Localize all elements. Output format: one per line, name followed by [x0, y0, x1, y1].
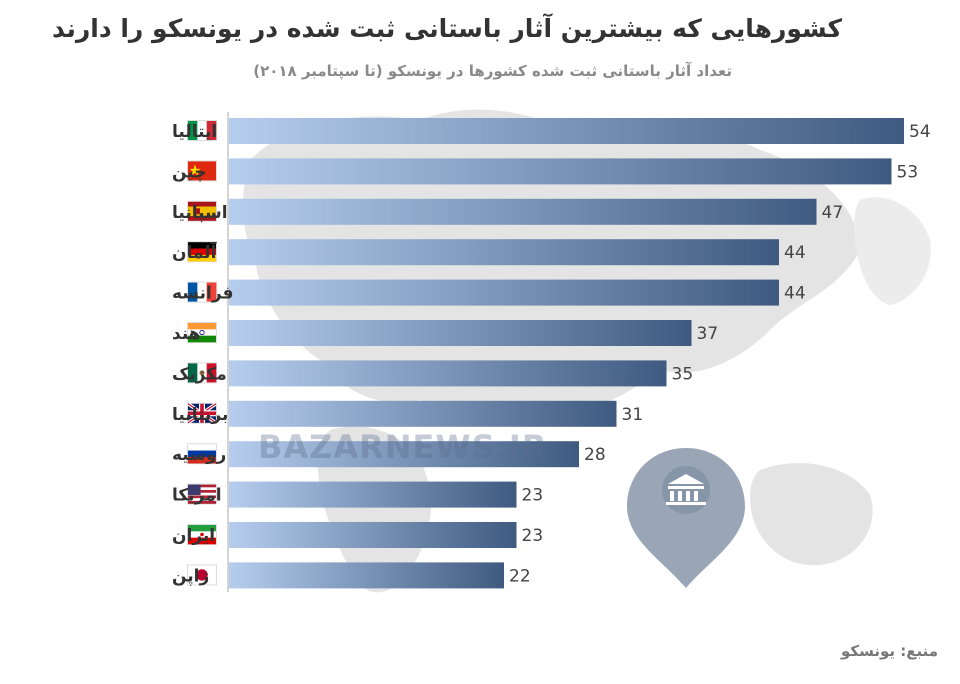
bar: [229, 118, 904, 144]
bar-value-label: 47: [822, 203, 844, 223]
italy-flag-icon: [187, 120, 217, 141]
category-label: ایتالیا: [172, 122, 217, 142]
map-landmass-africa: [317, 426, 431, 593]
category-label: آلمان: [172, 241, 218, 263]
bar-row: 47 اسپانیا: [172, 198, 844, 225]
bar-row: 54 ایتالیا: [172, 118, 931, 144]
category-label: ژاپن: [172, 566, 209, 586]
mexico-flag-icon: [187, 362, 217, 384]
russia-flag-icon: [187, 443, 217, 465]
japan-flag-icon: [187, 564, 217, 586]
category-label: روسیه: [172, 445, 226, 465]
bar-value-label: 23: [522, 526, 544, 546]
bar-value-label: 37: [697, 324, 719, 344]
map-landmass-east: [854, 197, 931, 305]
map-landmass-australia: [750, 463, 873, 566]
bar-row: 35 مکزیک: [172, 360, 694, 387]
category-label: هند: [172, 324, 201, 344]
category-label: ایران: [172, 526, 215, 546]
bar-row: 28 روسیه: [172, 441, 606, 468]
bar-row: 23 ایران: [172, 522, 543, 548]
bar: [229, 441, 579, 468]
bar-value-label: 23: [522, 486, 544, 506]
bar-value-label: 54: [909, 122, 931, 142]
bar-row: 22 ژاپن: [172, 562, 531, 589]
category-label: امریکا: [172, 486, 222, 506]
chart-subtitle: تعداد آثار باستانی ثبت شده کشورها در یون…: [253, 62, 732, 80]
watermark-text: BAZARNEWS.IR: [258, 428, 548, 466]
germany-flag-icon: [187, 241, 217, 263]
bar: [229, 279, 779, 306]
bar-row: 44 آلمان: [172, 239, 806, 266]
bar: [229, 562, 504, 589]
china-flag-icon: [187, 160, 217, 182]
bar: [229, 522, 517, 548]
category-label: بریتانیا: [172, 405, 228, 425]
category-label: مکزیک: [172, 364, 227, 384]
bar-value-label: 22: [509, 566, 531, 586]
bar-value-label: 44: [784, 284, 806, 304]
bars-group: 54 ایتالیا 53 چین 47 اسپانیا 44 آلمان 44 فرانسه 37…: [172, 118, 931, 589]
category-label: فرانسه: [172, 284, 234, 304]
bar: [229, 481, 517, 508]
bar-value-label: 53: [897, 162, 919, 182]
bar-row: 53 چین: [172, 158, 919, 185]
bar: [229, 320, 692, 346]
bar: [229, 239, 779, 266]
bar: [229, 400, 617, 427]
bar: [229, 158, 892, 185]
bar-value-label: 31: [622, 405, 644, 425]
france-flag-icon: [187, 281, 217, 303]
bar-value-label: 28: [584, 445, 606, 465]
usa-flag-icon: [187, 483, 217, 505]
unesco-temple-icon: [666, 474, 706, 505]
iran-flag-icon: [187, 524, 217, 545]
bar-row: 31 بریتانیا: [172, 400, 644, 427]
india-flag-icon: [187, 322, 217, 343]
source-note: منبع: یونسکو: [840, 642, 938, 660]
bar-row: 23 امریکا: [172, 481, 544, 508]
bar-value-label: 44: [784, 243, 806, 263]
map-pin-icon: [627, 448, 745, 588]
spain-flag-icon: [187, 200, 217, 222]
bar-row: 44 فرانسه: [172, 279, 806, 306]
bar: [229, 198, 817, 225]
category-label: چین: [172, 162, 207, 182]
category-label: اسپانیا: [172, 203, 228, 223]
uk-flag-icon: [187, 402, 217, 425]
bar-value-label: 35: [672, 364, 694, 384]
bar-row: 37 هند: [172, 320, 718, 346]
chart-title: کشورهایی که بیشترین آثار باستانی ثبت شده…: [52, 14, 842, 43]
bar: [229, 360, 667, 387]
